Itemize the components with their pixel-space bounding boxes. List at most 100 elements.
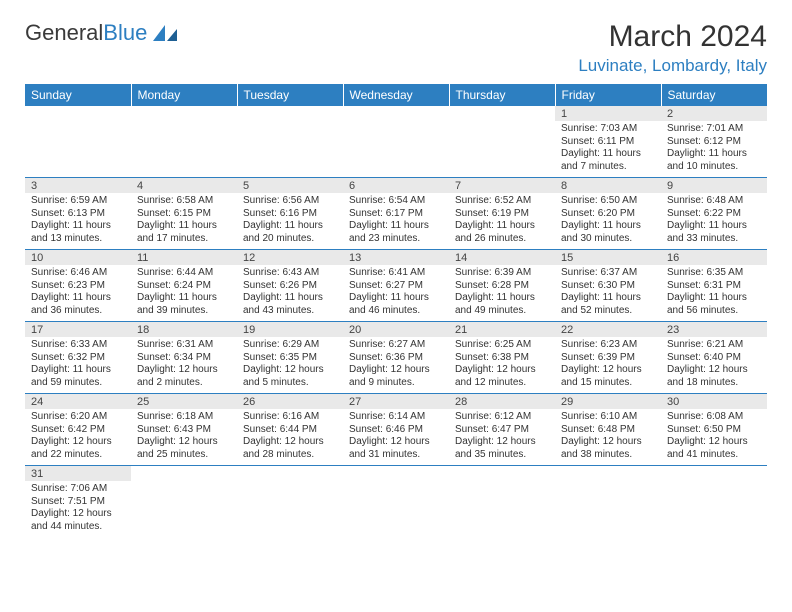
day-details: Sunrise: 6:54 AMSunset: 6:17 PMDaylight:… xyxy=(343,193,449,249)
daylight-text: Daylight: 12 hours and 25 minutes. xyxy=(137,436,231,461)
sunrise-text: Sunrise: 7:03 AM xyxy=(561,123,655,136)
day-details: Sunrise: 6:18 AMSunset: 6:43 PMDaylight:… xyxy=(131,409,237,465)
day-number: 10 xyxy=(25,250,131,265)
sunrise-text: Sunrise: 6:52 AM xyxy=(455,195,549,208)
day-details: Sunrise: 6:52 AMSunset: 6:19 PMDaylight:… xyxy=(449,193,555,249)
calendar-day-cell: 29Sunrise: 6:10 AMSunset: 6:48 PMDayligh… xyxy=(555,394,661,466)
calendar-day-cell: 22 Sunrise: 6:23 AMSunset: 6:39 PMDayligh… xyxy=(555,322,661,394)
calendar-empty-cell xyxy=(661,466,767,538)
day-number: 22 xyxy=(555,322,661,337)
daylight-text: Daylight: 11 hours and 33 minutes. xyxy=(667,220,761,245)
sunset-text: Sunset: 6:11 PM xyxy=(561,136,655,149)
daylight-text: Daylight: 12 hours and 9 minutes. xyxy=(349,364,443,389)
sunset-text: Sunset: 6:27 PM xyxy=(349,280,443,293)
calendar-day-cell: 5Sunrise: 6:56 AMSunset: 6:16 PMDaylight… xyxy=(237,178,343,250)
daylight-text: Daylight: 11 hours and 23 minutes. xyxy=(349,220,443,245)
daylight-text: Daylight: 11 hours and 39 minutes. xyxy=(137,292,231,317)
sunrise-text: Sunrise: 6:33 AM xyxy=(31,339,125,352)
sunrise-text: Sunrise: 6:31 AM xyxy=(137,339,231,352)
sunrise-text: Sunrise: 6:12 AM xyxy=(455,411,549,424)
calendar-day-cell: 26Sunrise: 6:16 AMSunset: 6:44 PMDayligh… xyxy=(237,394,343,466)
calendar-empty-cell xyxy=(343,466,449,538)
calendar-table: SundayMondayTuesdayWednesdayThursdayFrid… xyxy=(25,84,767,537)
sunset-text: Sunset: 6:30 PM xyxy=(561,280,655,293)
sunrise-text: Sunrise: 6:16 AM xyxy=(243,411,337,424)
day-details: Sunrise: 6:39 AMSunset: 6:28 PMDaylight:… xyxy=(449,265,555,321)
calendar-day-cell: 28Sunrise: 6:12 AMSunset: 6:47 PMDayligh… xyxy=(449,394,555,466)
weekday-header: Thursday xyxy=(449,84,555,106)
sunset-text: Sunset: 6:15 PM xyxy=(137,208,231,221)
calendar-day-cell: 7Sunrise: 6:52 AMSunset: 6:19 PMDaylight… xyxy=(449,178,555,250)
sunset-text: Sunset: 6:38 PM xyxy=(455,352,549,365)
calendar-empty-cell xyxy=(131,106,237,178)
weekday-header: Wednesday xyxy=(343,84,449,106)
day-number: 17 xyxy=(25,322,131,337)
calendar-empty-cell xyxy=(237,466,343,538)
sunrise-text: Sunrise: 6:39 AM xyxy=(455,267,549,280)
day-number: 6 xyxy=(343,178,449,193)
daylight-text: Daylight: 11 hours and 17 minutes. xyxy=(137,220,231,245)
sail-icon xyxy=(151,23,179,43)
day-number: 28 xyxy=(449,394,555,409)
sunset-text: Sunset: 6:43 PM xyxy=(137,424,231,437)
sunrise-text: Sunrise: 6:48 AM xyxy=(667,195,761,208)
calendar-week-row: 10Sunrise: 6:46 AMSunset: 6:23 PMDayligh… xyxy=(25,250,767,322)
sunrise-text: Sunrise: 6:46 AM xyxy=(31,267,125,280)
daylight-text: Daylight: 11 hours and 43 minutes. xyxy=(243,292,337,317)
calendar-day-cell: 17Sunrise: 6:33 AMSunset: 6:32 PMDayligh… xyxy=(25,322,131,394)
day-number: 19 xyxy=(237,322,343,337)
day-details: Sunrise: 7:01 AMSunset: 6:12 PMDaylight:… xyxy=(661,121,767,177)
day-details: Sunrise: 6:50 AMSunset: 6:20 PMDaylight:… xyxy=(555,193,661,249)
day-details: Sunrise: 6:33 AMSunset: 6:32 PMDaylight:… xyxy=(25,337,131,393)
calendar-day-cell: 10Sunrise: 6:46 AMSunset: 6:23 PMDayligh… xyxy=(25,250,131,322)
sunset-text: Sunset: 6:34 PM xyxy=(137,352,231,365)
daylight-text: Daylight: 12 hours and 5 minutes. xyxy=(243,364,337,389)
calendar-day-cell: 23Sunrise: 6:21 AMSunset: 6:40 PMDayligh… xyxy=(661,322,767,394)
calendar-day-cell: 18Sunrise: 6:31 AMSunset: 6:34 PMDayligh… xyxy=(131,322,237,394)
daylight-text: Daylight: 12 hours and 35 minutes. xyxy=(455,436,549,461)
sunset-text: Sunset: 6:31 PM xyxy=(667,280,761,293)
day-number: 18 xyxy=(131,322,237,337)
weekday-header: Saturday xyxy=(661,84,767,106)
daylight-text: Daylight: 12 hours and 31 minutes. xyxy=(349,436,443,461)
sunrise-text: Sunrise: 6:23 AM xyxy=(561,339,655,352)
day-number: 27 xyxy=(343,394,449,409)
calendar-day-cell: 16Sunrise: 6:35 AMSunset: 6:31 PMDayligh… xyxy=(661,250,767,322)
sunset-text: Sunset: 6:35 PM xyxy=(243,352,337,365)
sunrise-text: Sunrise: 6:27 AM xyxy=(349,339,443,352)
daylight-text: Daylight: 12 hours and 2 minutes. xyxy=(137,364,231,389)
day-details: Sunrise: 6:37 AMSunset: 6:30 PMDaylight:… xyxy=(555,265,661,321)
sunrise-text: Sunrise: 6:18 AM xyxy=(137,411,231,424)
calendar-week-row: 3Sunrise: 6:59 AMSunset: 6:13 PMDaylight… xyxy=(25,178,767,250)
daylight-text: Daylight: 11 hours and 59 minutes. xyxy=(31,364,125,389)
sunset-text: Sunset: 6:32 PM xyxy=(31,352,125,365)
brand-part2: Blue xyxy=(103,20,147,46)
daylight-text: Daylight: 12 hours and 44 minutes. xyxy=(31,508,125,533)
day-number: 13 xyxy=(343,250,449,265)
sunset-text: Sunset: 6:39 PM xyxy=(561,352,655,365)
sunset-text: Sunset: 7:51 PM xyxy=(31,496,125,509)
day-details: Sunrise: 6:58 AMSunset: 6:15 PMDaylight:… xyxy=(131,193,237,249)
daylight-text: Daylight: 11 hours and 13 minutes. xyxy=(31,220,125,245)
sunrise-text: Sunrise: 6:44 AM xyxy=(137,267,231,280)
day-details: Sunrise: 6:56 AMSunset: 6:16 PMDaylight:… xyxy=(237,193,343,249)
daylight-text: Daylight: 12 hours and 28 minutes. xyxy=(243,436,337,461)
calendar-empty-cell xyxy=(25,106,131,178)
calendar-empty-cell xyxy=(449,106,555,178)
calendar-day-cell: 30Sunrise: 6:08 AMSunset: 6:50 PMDayligh… xyxy=(661,394,767,466)
location-label: Luvinate, Lombardy, Italy xyxy=(578,56,767,76)
daylight-text: Daylight: 12 hours and 41 minutes. xyxy=(667,436,761,461)
day-details: Sunrise: 6:46 AMSunset: 6:23 PMDaylight:… xyxy=(25,265,131,321)
daylight-text: Daylight: 11 hours and 10 minutes. xyxy=(667,148,761,173)
calendar-empty-cell xyxy=(449,466,555,538)
day-details: Sunrise: 6:08 AMSunset: 6:50 PMDaylight:… xyxy=(661,409,767,465)
daylight-text: Daylight: 12 hours and 15 minutes. xyxy=(561,364,655,389)
calendar-day-cell: 9Sunrise: 6:48 AMSunset: 6:22 PMDaylight… xyxy=(661,178,767,250)
weekday-header-row: SundayMondayTuesdayWednesdayThursdayFrid… xyxy=(25,84,767,106)
calendar-week-row: 17Sunrise: 6:33 AMSunset: 6:32 PMDayligh… xyxy=(25,322,767,394)
daylight-text: Daylight: 12 hours and 22 minutes. xyxy=(31,436,125,461)
daylight-text: Daylight: 12 hours and 12 minutes. xyxy=(455,364,549,389)
daylight-text: Daylight: 11 hours and 30 minutes. xyxy=(561,220,655,245)
day-details: Sunrise: 6:31 AMSunset: 6:34 PMDaylight:… xyxy=(131,337,237,393)
sunrise-text: Sunrise: 6:58 AM xyxy=(137,195,231,208)
